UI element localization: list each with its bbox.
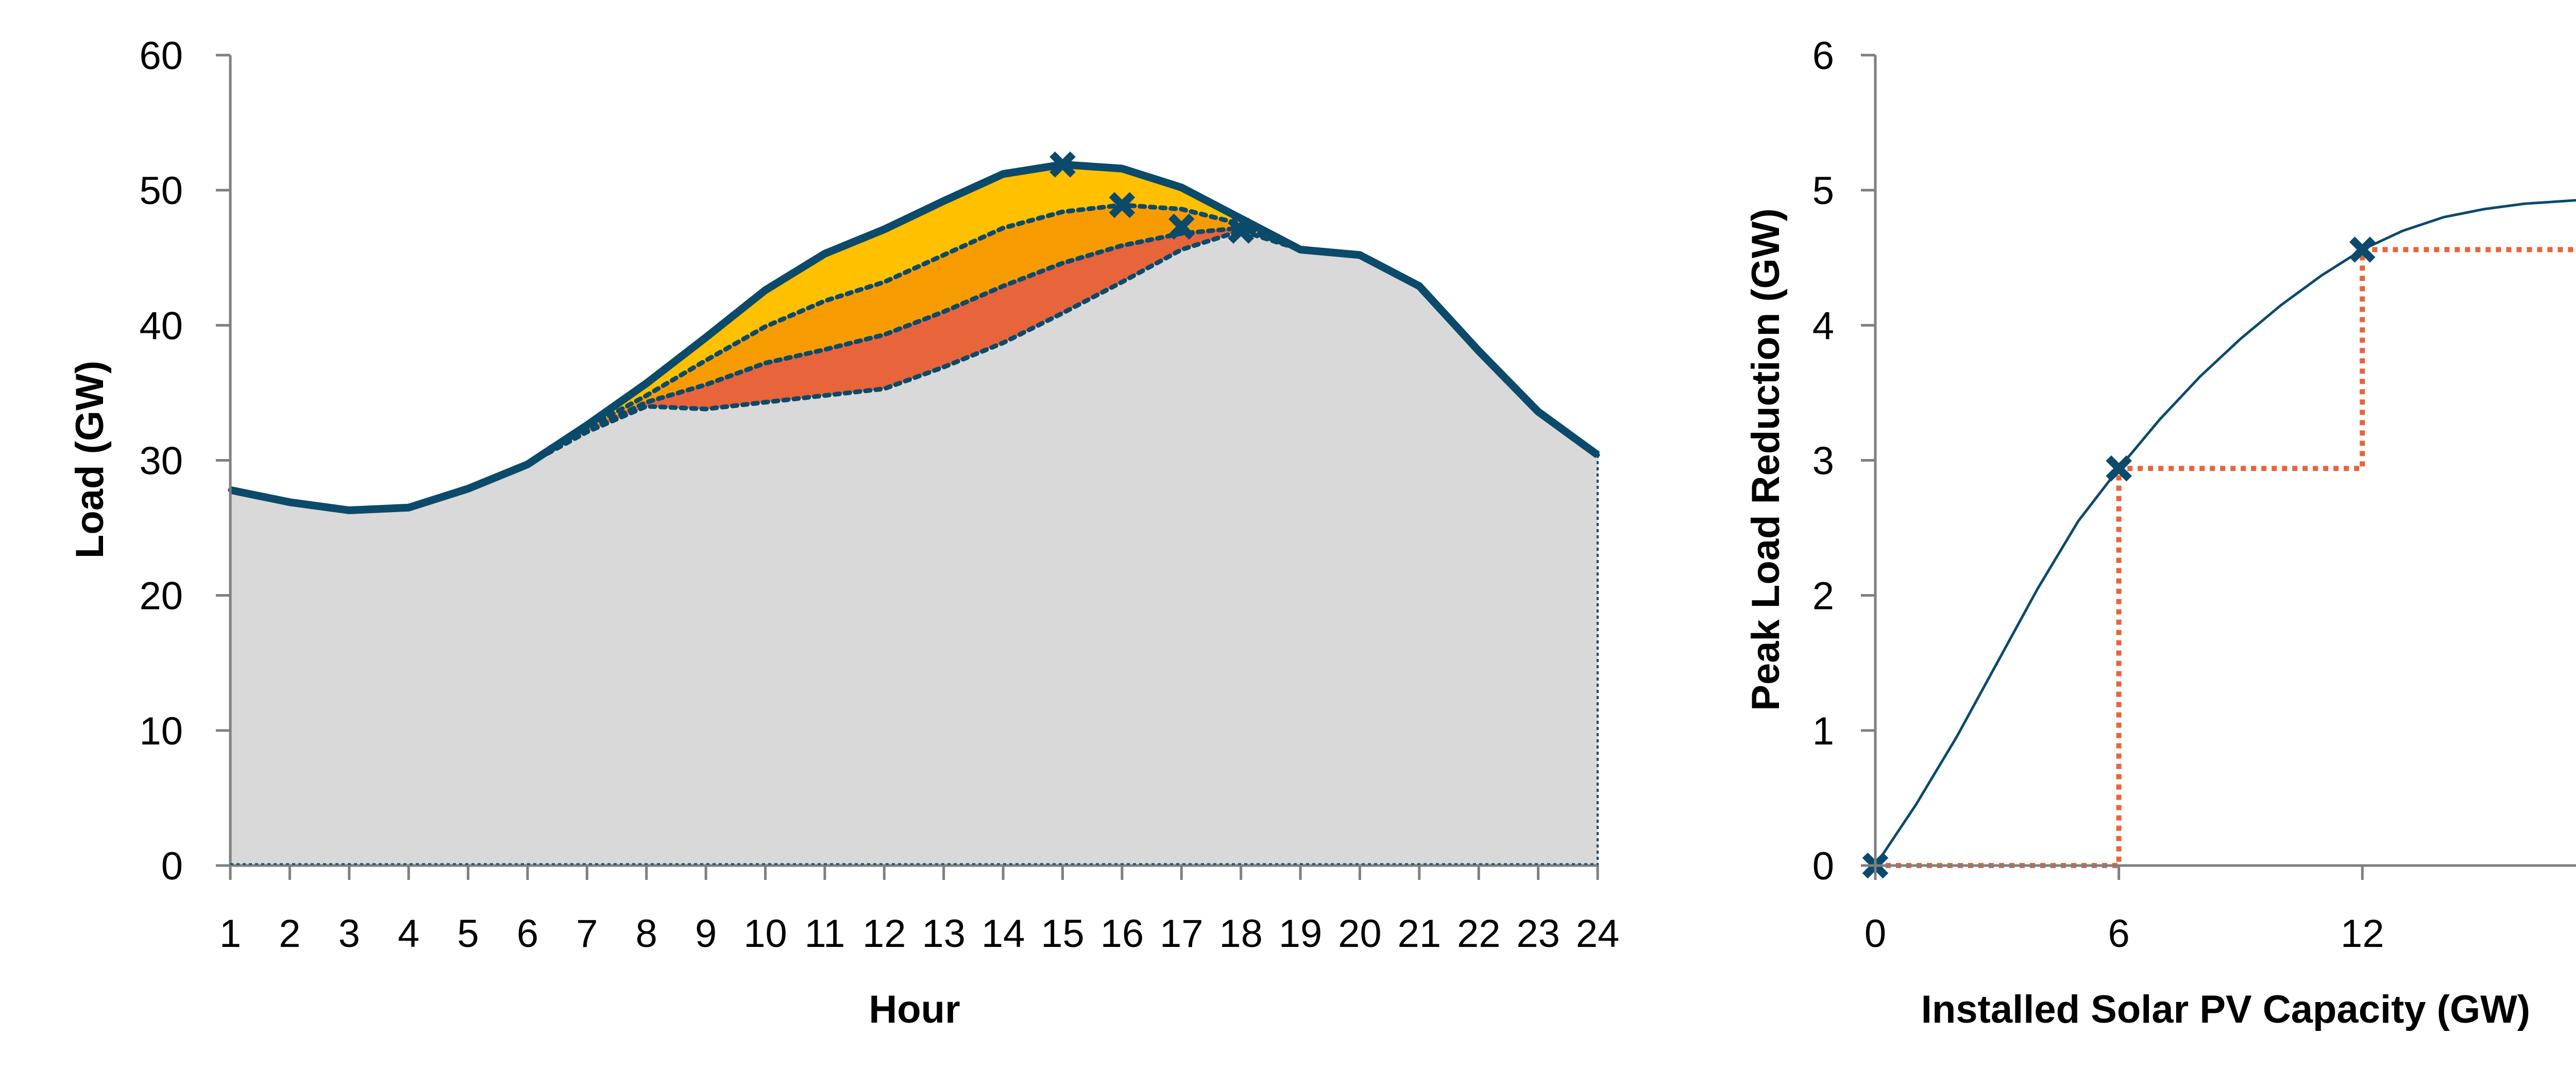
left-y-tick-labels: 0 10 20 30 40 50 60: [139, 34, 183, 888]
peak-markers: [1049, 151, 1254, 244]
left-x-tick-label: 22: [1457, 912, 1501, 956]
right-y-tick-label: 4: [1812, 304, 1834, 348]
left-x-tick-labels: 1 2 3 4 5 6 7 8 9 10 11 12 13 14 15 16 17 18 19 20 21 22 23 24: [219, 912, 1619, 956]
step-line: [1875, 247, 2576, 868]
left-x-tick-label: 2: [279, 912, 300, 956]
left-x-tick-label: 5: [457, 912, 479, 956]
left-x-tick-label: 20: [1338, 912, 1382, 956]
left-x-tick-label: 14: [981, 912, 1025, 956]
peak-marker-12gw: [1168, 213, 1195, 240]
left-axes: [216, 54, 1599, 880]
left-x-tick-label: 7: [576, 912, 598, 956]
right-y-tick-label: 2: [1812, 574, 1834, 618]
base-load-area: [230, 230, 1598, 866]
right-y-tick-label: 6: [1812, 34, 1834, 78]
daily-load-chart: 1 2 3 4 5 6 7 8 9 10 11 12 13 14 15 16 17 18 19 20 21 22 23 24 …: [68, 34, 1619, 1031]
left-y-tick-label: 20: [139, 574, 183, 618]
left-x-axis-title: Hour: [869, 988, 960, 1031]
reduction-curve: [1874, 199, 2576, 867]
peak-marker-18gw: [1228, 217, 1254, 244]
peak-marker-0gw: [1049, 151, 1076, 178]
left-x-tick-label: 3: [338, 912, 360, 956]
left-y-tick-label: 40: [139, 304, 183, 348]
left-x-tick-label: 15: [1041, 912, 1084, 956]
left-x-tick-label: 21: [1398, 912, 1442, 956]
right-x-axis-title: Installed Solar PV Capacity (GW): [1921, 988, 2531, 1031]
left-x-tick-label: 23: [1516, 912, 1560, 956]
left-x-tick-label: 13: [922, 912, 965, 956]
right-y-tick-label: 0: [1812, 844, 1834, 888]
left-y-tick-label: 30: [139, 439, 183, 483]
right-x-tick-label: 12: [2341, 912, 2384, 956]
right-y-tick-labels: 0 1 2 3 4 5 6: [1812, 34, 1834, 888]
reduction-markers: [1862, 236, 2376, 879]
right-x-tick-label: 6: [2108, 912, 2130, 956]
right-y-tick-label: 3: [1812, 439, 1834, 483]
band-18gw: [230, 228, 1598, 511]
right-y-tick-label: 1: [1812, 709, 1834, 753]
right-axes: [1861, 54, 2576, 880]
left-x-tick-label: 17: [1160, 912, 1204, 956]
left-x-tick-label: 10: [743, 912, 787, 956]
load-areas: [230, 164, 1598, 866]
left-x-tick-label: 12: [862, 912, 906, 956]
left-x-tick-label: 16: [1100, 912, 1144, 956]
left-x-tick-label: 6: [517, 912, 538, 956]
step-line-path: [1875, 247, 2576, 868]
band-6gw: [230, 164, 1598, 511]
reduction-marker-12gw: [2349, 236, 2376, 263]
left-x-tick-label: 18: [1219, 912, 1263, 956]
reduction-curve-path: [1874, 199, 2576, 867]
left-x-tick-label: 1: [219, 912, 241, 956]
left-y-tick-label: 0: [161, 844, 183, 888]
left-x-tick-label: 8: [636, 912, 657, 956]
left-y-tick-label: 60: [139, 34, 183, 78]
peak-marker-6gw: [1109, 192, 1136, 218]
reduction-marker-6gw: [2106, 455, 2132, 482]
left-y-tick-label: 50: [139, 169, 183, 213]
load-line-0gw: [229, 160, 1600, 515]
right-y-axis-title: Peak Load Reduction (GW): [1744, 208, 1788, 710]
left-x-tick-label: 9: [695, 912, 717, 956]
left-x-tick-label: 24: [1576, 912, 1620, 956]
left-y-tick-label: 10: [139, 709, 183, 753]
left-x-tick-label: 4: [398, 912, 419, 956]
load-lines: [228, 160, 1600, 866]
left-x-tick-label: 19: [1279, 912, 1323, 956]
left-y-axis-title: Load (GW): [68, 361, 112, 558]
left-x-tick-label: 11: [804, 912, 845, 956]
right-x-tick-label: 0: [1865, 912, 1886, 956]
right-y-tick-label: 5: [1812, 169, 1834, 213]
right-x-tick-labels: 061218: [1865, 912, 2384, 956]
